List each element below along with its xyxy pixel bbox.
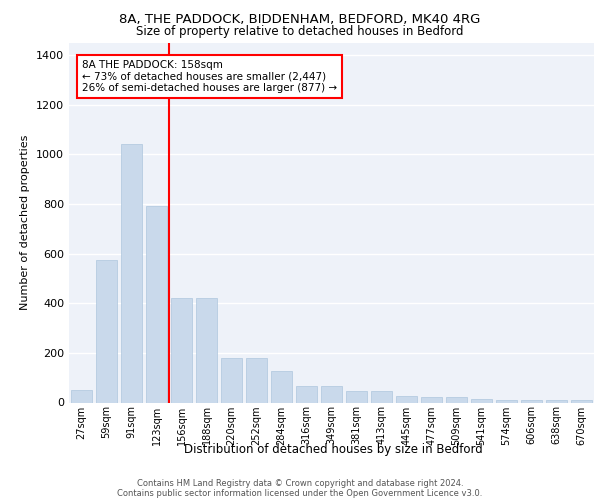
Y-axis label: Number of detached properties: Number of detached properties	[20, 135, 31, 310]
Bar	[71, 390, 92, 402]
Text: Contains public sector information licensed under the Open Government Licence v3: Contains public sector information licen…	[118, 489, 482, 498]
Text: Distribution of detached houses by size in Bedford: Distribution of detached houses by size …	[184, 442, 482, 456]
Text: Size of property relative to detached houses in Bedford: Size of property relative to detached ho…	[136, 25, 464, 38]
Bar	[296, 386, 317, 402]
Bar	[121, 144, 142, 402]
Bar	[321, 386, 342, 402]
Bar	[196, 298, 217, 403]
Text: 8A THE PADDOCK: 158sqm
← 73% of detached houses are smaller (2,447)
26% of semi-: 8A THE PADDOCK: 158sqm ← 73% of detached…	[82, 60, 337, 93]
Bar	[221, 358, 242, 403]
Bar	[246, 358, 267, 403]
Bar	[521, 400, 542, 402]
Bar	[171, 298, 192, 403]
Text: Contains HM Land Registry data © Crown copyright and database right 2024.: Contains HM Land Registry data © Crown c…	[137, 479, 463, 488]
Bar	[96, 260, 117, 402]
Bar	[571, 400, 592, 402]
Bar	[421, 397, 442, 402]
Bar	[446, 397, 467, 402]
Bar	[496, 400, 517, 402]
Text: 8A, THE PADDOCK, BIDDENHAM, BEDFORD, MK40 4RG: 8A, THE PADDOCK, BIDDENHAM, BEDFORD, MK4…	[119, 12, 481, 26]
Bar	[371, 390, 392, 402]
Bar	[546, 400, 567, 402]
Bar	[471, 399, 492, 402]
Bar	[396, 396, 417, 402]
Bar	[146, 206, 167, 402]
Bar	[271, 372, 292, 402]
Bar	[346, 390, 367, 402]
